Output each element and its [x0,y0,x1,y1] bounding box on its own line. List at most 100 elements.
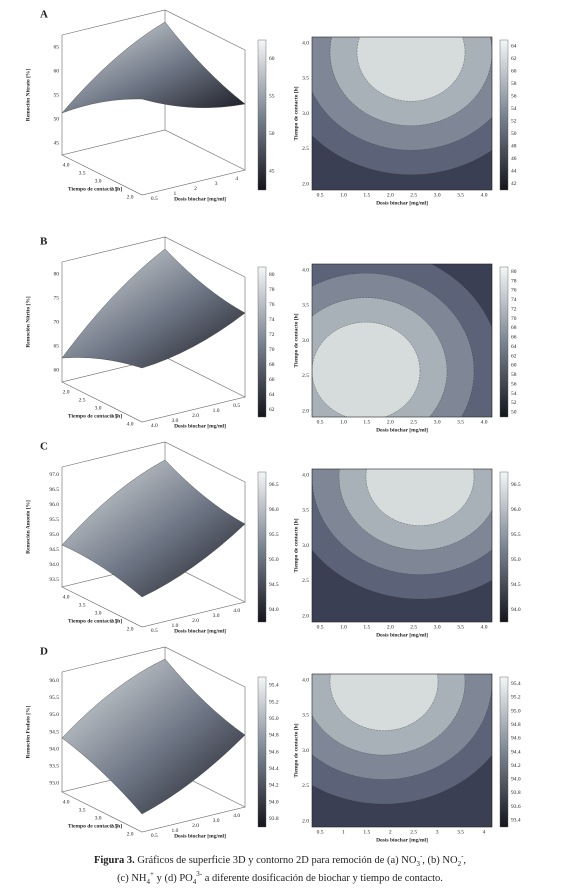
x-tick-label: 0.5 [317,829,324,835]
y-tick-label: 2.0 [302,818,309,824]
z-tick-label: 94.0 [49,562,59,568]
colorbar-tick-label: 74 [269,317,275,323]
caption-text: , (b) NO [422,855,458,866]
z-tick-label: 80 [54,271,60,277]
colorbar-tick-label: 72 [269,332,275,338]
x-tick-label: 1.5 [363,192,370,198]
box-edge [61,441,246,483]
contour-frame [311,36,493,191]
colorbar-tick-label: 60 [511,363,517,369]
z-tick-label: 95.5 [49,517,59,523]
x-tick-label: 2.5 [410,829,417,835]
y-axis-label: Dosis biochar [mg/ml] [174,423,226,429]
x-tick-label: 1 [342,829,345,835]
contour-band [356,37,466,102]
x-tick-label: 2.5 [79,397,86,403]
z-tick-label: 94.5 [49,729,59,735]
colorbar-tick-label: 95.2 [511,695,521,701]
y-tick-label: 3.5 [302,303,309,309]
y-axis-label: Tiempo de contacto [h] [293,723,299,777]
y-tick-label: 4.0 [302,677,309,683]
x-tick-label: 1.5 [363,829,370,835]
x-tick-label: 1.0 [340,192,347,198]
colorbar-tick-label: 54 [511,391,517,397]
colorbar-tick-label: 52 [511,119,517,125]
panel-label: C [40,441,48,453]
x-tick-label: 1.5 [363,419,370,425]
caption-sub: 4 [147,878,151,886]
x-tick-label: 3.5 [79,807,86,813]
colorbar-tick-label: 95.0 [511,557,521,563]
y-tick-label: 2.5 [302,783,309,789]
colorbar-tick-label: 94.2 [269,783,279,789]
colorbar-tick-label: 46 [511,156,517,162]
z-axis-label: Remoción Amonio [%] [25,500,31,554]
x-tick-label: 3.0 [434,624,441,630]
x-tick-label: 4.0 [481,192,488,198]
x-tick-label: 4.0 [63,799,70,805]
x-axis-label: Dosis biochar [mg/ml] [376,427,428,433]
x-tick-label: 0.5 [317,192,324,198]
colorbar-tick-label: 94.0 [269,607,279,613]
colorbar-tick-label: 68 [269,362,275,368]
z-tick-label: 60 [54,367,60,373]
colorbar-tick-label: 95.5 [269,532,279,538]
colorbar-tick-label: 62 [269,407,275,413]
colorbar-tick-label: 93.6 [511,804,521,810]
box-edge [61,236,246,278]
y-tick-label: 4 [235,176,238,182]
panel-label: D [40,646,48,658]
colorbar [499,39,509,191]
z-tick-label: 94.5 [49,547,59,553]
colorbar-tick-label: 50 [511,131,517,137]
z-tick-label: 95.0 [49,712,59,718]
y-axis-label: Dosis biochar [mg/ml] [174,833,226,839]
colorbar-tick-label: 42 [511,181,517,187]
z-tick-label: 65 [54,44,60,50]
z-tick-label: 60 [54,68,60,74]
colorbar-tick-label: 95.0 [269,716,279,722]
contour-plot [312,264,492,417]
z-tick-label: 94.0 [49,746,59,752]
contour-plot [312,469,492,622]
x-tick-label: 4.0 [481,419,488,425]
colorbar-tick-label: 96.5 [511,482,521,488]
y-axis-label: Tiempo de contacto [h] [293,518,299,572]
colorbar [499,471,509,623]
x-tick-label: 3.0 [434,419,441,425]
y-tick-label: 4.0 [233,608,240,614]
colorbar-tick-label: 56 [511,94,517,100]
colorbar-tick-label: 94.0 [269,799,279,805]
y-axis-label: Dosis biochar [mg/ml] [174,196,226,202]
y-tick-label: 3.0 [302,543,309,549]
y-tick-label: 2 [194,186,197,192]
z-tick-label: 70 [54,319,60,325]
y-tick-label: 4.0 [302,267,309,273]
floor [61,129,246,196]
x-tick-label: 3 [436,829,439,835]
y-tick-label: 2.0 [302,408,309,414]
z-axis-label: Remoción Nitrito [%] [25,296,31,347]
box-edge [61,9,246,51]
x-axis-label: Dosis biochar [mg/ml] [376,837,428,843]
contour-band [312,322,421,417]
z-tick-label: 93.0 [49,781,59,787]
x-tick-label: 3.5 [457,624,464,630]
x-tick-label: 2.0 [63,389,70,395]
panel-label: B [40,236,48,248]
x-tick-label: 2.0 [127,831,134,837]
y-tick-label: 4.0 [233,813,240,819]
x-tick-label: 3.5 [111,413,118,419]
colorbar-tick-label: 56 [511,381,517,387]
contour-band [329,674,439,731]
x-tick-label: 4.0 [481,624,488,630]
contour-frame [311,263,493,418]
colorbar-tick-label: 58 [511,372,517,378]
x-tick-label: 2.0 [127,194,134,200]
colorbar-tick-label: 95.0 [269,557,279,563]
z-tick-label: 93.5 [49,577,59,583]
x-tick-label: 4.0 [127,421,134,427]
y-tick-label: 0.5 [233,403,240,409]
x-tick-label: 3.5 [457,192,464,198]
